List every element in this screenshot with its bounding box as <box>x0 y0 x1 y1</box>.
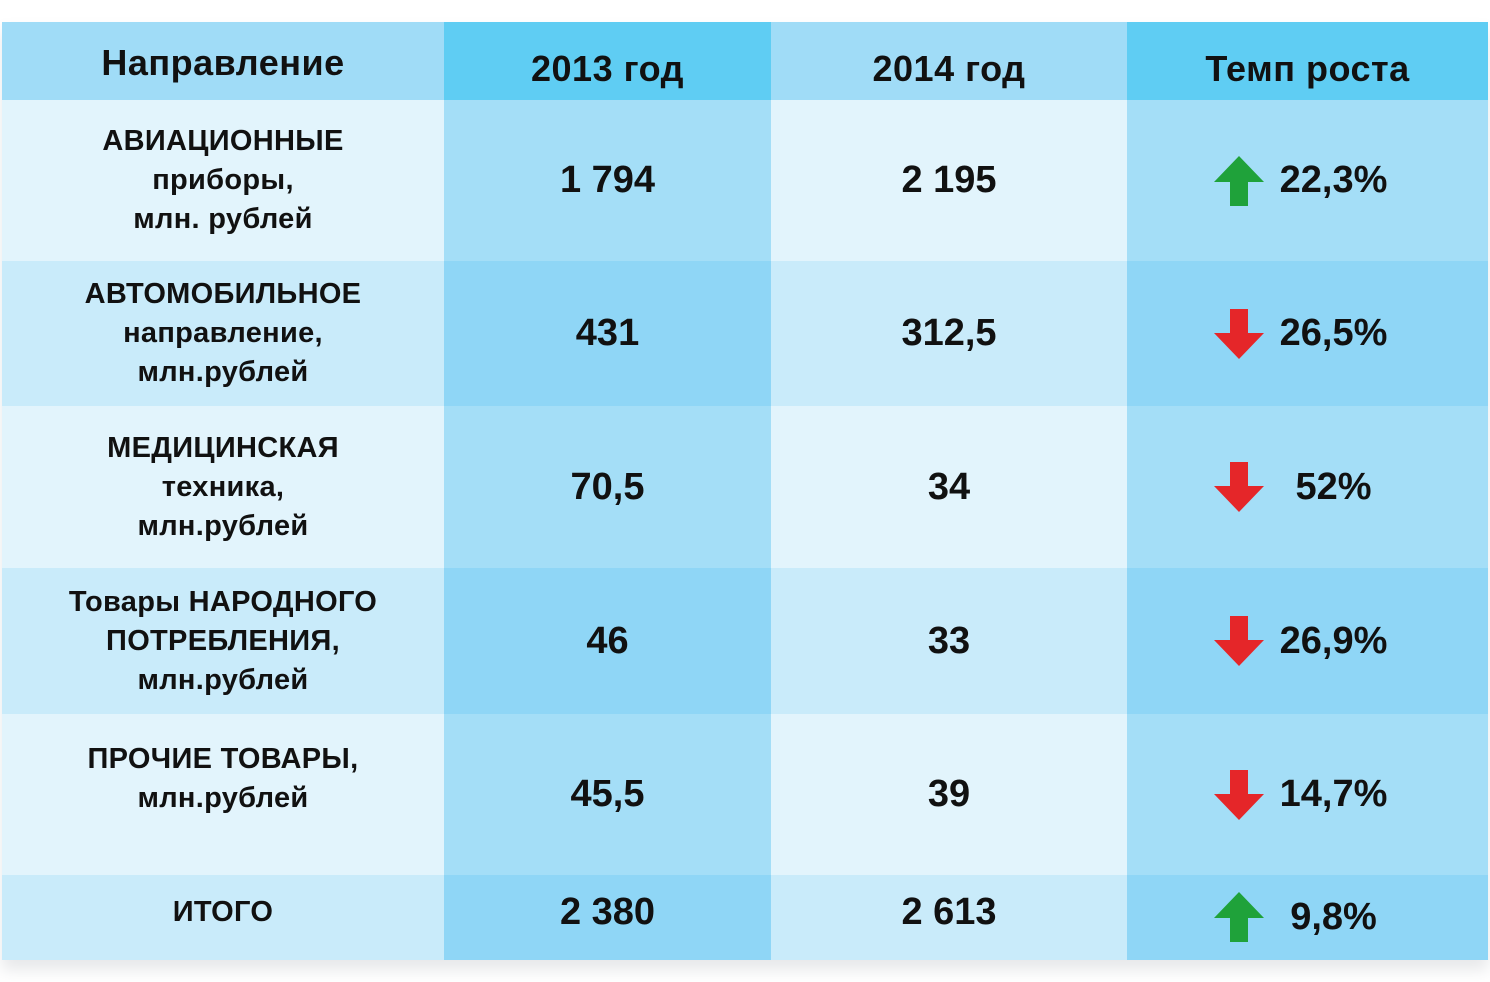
growth-rate: 9,8% <box>1127 875 1488 960</box>
row-label-line: млн.рублей <box>137 782 309 814</box>
growth-rate: 14,7% <box>1127 714 1488 875</box>
arrow-up-icon <box>1213 892 1264 942</box>
row-label-text: Товары НАРОДНОГО ПОТРЕБЛЕНИЯ, млн.рублей <box>69 583 377 700</box>
value-2014: 2 613 <box>771 875 1127 960</box>
value-2014-text: 2 613 <box>901 891 997 933</box>
growth-rate-group: 14,7% <box>1213 769 1403 821</box>
row-label-line: ПРОЧИЕ ТОВАРЫ, <box>87 743 359 775</box>
growth-rate-text: 14,7% <box>1279 773 1388 815</box>
row-label-text: АВТОМОБИЛЬНОЕ направление, млн.рублей <box>85 275 362 392</box>
value-2013: 70,5 <box>444 406 771 568</box>
row-label: Товары НАРОДНОГО ПОТРЕБЛЕНИЯ, млн.рублей <box>2 568 444 714</box>
header-growth-rate: Темп роста <box>1127 22 1488 100</box>
value-2013-text: 1 794 <box>559 159 656 201</box>
arrow-down-icon <box>1213 462 1264 512</box>
value-2013: 1 794 <box>444 100 771 261</box>
row-label-line: АВИАЦИОННЫЕ <box>102 125 344 157</box>
header-label: Темп роста <box>1205 48 1410 89</box>
value-2013-text: 45,5 <box>570 773 645 815</box>
value-2014: 312,5 <box>771 261 1127 406</box>
row-label-text: АВИАЦИОННЫЕ приборы, млн. рублей <box>102 122 343 239</box>
growth-rate: 52% <box>1127 406 1488 568</box>
value-2013: 2 380 <box>444 875 771 960</box>
row-label: ПРОЧИЕ ТОВАРЫ, млн.рублей <box>2 714 444 875</box>
value-2014: 34 <box>771 406 1127 568</box>
value-2014-text: 33 <box>927 619 971 662</box>
arrow-down-icon <box>1213 616 1264 666</box>
row-label-line: МЕДИЦИНСКАЯ <box>107 431 339 464</box>
growth-table: Направление АВИАЦИОННЫЕ приборы, млн. рубле… <box>2 22 1488 960</box>
value-2013: 45,5 <box>444 714 771 875</box>
column-growth-rate: Темп роста 22,3% 26,5% 52% 26,9% 14,7% 9,8% <box>1127 22 1488 960</box>
growth-rate: 26,5% <box>1127 261 1488 406</box>
row-label-line: направление, <box>123 317 323 349</box>
value-2013-text: 70,5 <box>570 465 645 508</box>
row-label-line: приборы, <box>152 164 294 196</box>
value-2014: 2 195 <box>771 100 1127 261</box>
header-direction: Направление <box>2 22 444 100</box>
value-2014-text: 39 <box>927 773 971 815</box>
row-label-line: ИТОГО <box>172 896 274 928</box>
row-label-line: млн.рублей <box>137 509 309 542</box>
growth-rate-text: 22,3% <box>1279 159 1388 201</box>
growth-rate-text: 26,9% <box>1279 619 1388 662</box>
header-2014: 2014 год <box>771 22 1127 100</box>
row-label-line: АВТОМОБИЛЬНОЕ <box>84 278 362 310</box>
value-2014-text: 2 195 <box>901 159 997 201</box>
growth-rate-group: 9,8% <box>1213 891 1403 943</box>
row-label-text: ПРОЧИЕ ТОВАРЫ, млн.рублей <box>88 740 359 818</box>
column-2014: 2014 год 2 195 312,5 34 33 39 2 613 <box>771 22 1127 960</box>
row-label-text: ИТОГО <box>173 893 274 932</box>
row-label: АВТОМОБИЛЬНОЕ направление, млн.рублей <box>2 261 444 406</box>
value-2014: 39 <box>771 714 1127 875</box>
header-label: 2014 год <box>872 48 1026 89</box>
header-label: Направление <box>101 42 345 83</box>
growth-rate-text: 9,8% <box>1290 895 1377 938</box>
growth-rate-text: 26,5% <box>1279 312 1388 354</box>
row-label: МЕДИЦИНСКАЯ техника, млн.рублей <box>2 406 444 568</box>
value-2014-text: 312,5 <box>901 312 997 354</box>
value-2013: 431 <box>444 261 771 406</box>
row-label: ИТОГО <box>2 875 444 960</box>
row-label-line: млн.рублей <box>137 663 309 696</box>
row-label-line: ПОТРЕБЛЕНИЯ, <box>106 624 340 657</box>
row-label-line: млн. рублей <box>133 203 313 235</box>
value-2013-text: 46 <box>586 619 629 662</box>
arrow-up-icon <box>1213 155 1264 206</box>
growth-rate-group: 52% <box>1213 461 1403 513</box>
growth-rate-group: 26,9% <box>1213 615 1403 667</box>
row-label-line: млн.рублей <box>137 356 309 388</box>
growth-rate-text: 52% <box>1295 465 1372 508</box>
row-label-line: техника, <box>161 470 285 503</box>
value-2014-text: 34 <box>927 465 971 508</box>
value-2013: 46 <box>444 568 771 714</box>
row-label-line: Товары НАРОДНОГО <box>68 585 378 618</box>
row-label: АВИАЦИОННЫЕ приборы, млн. рублей <box>2 100 444 261</box>
header-2013: 2013 год <box>444 22 771 100</box>
value-2013-text: 2 380 <box>559 891 656 933</box>
column-direction: Направление АВИАЦИОННЫЕ приборы, млн. рубле… <box>2 22 444 960</box>
arrow-down-icon <box>1213 308 1264 359</box>
growth-rate: 26,9% <box>1127 568 1488 714</box>
value-2013-text: 431 <box>575 312 640 354</box>
arrow-down-icon <box>1213 769 1264 820</box>
row-label-text: МЕДИЦИНСКАЯ техника, млн.рублей <box>107 429 339 546</box>
growth-rate-group: 22,3% <box>1213 155 1403 207</box>
growth-rate-group: 26,5% <box>1213 308 1403 360</box>
column-2013: 2013 год 1 794 431 70,5 46 45,5 2 380 <box>444 22 771 960</box>
value-2014: 33 <box>771 568 1127 714</box>
growth-rate: 22,3% <box>1127 100 1488 261</box>
header-label: 2013 год <box>531 48 684 89</box>
